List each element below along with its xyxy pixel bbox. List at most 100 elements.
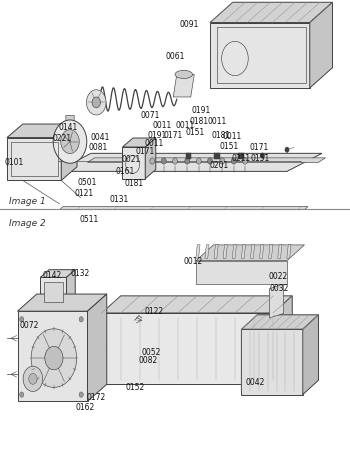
Text: 0011: 0011	[144, 139, 164, 148]
Text: 0021: 0021	[122, 155, 141, 164]
Text: 0022: 0022	[269, 272, 288, 281]
Polygon shape	[61, 124, 77, 180]
Polygon shape	[173, 74, 194, 97]
Polygon shape	[7, 124, 77, 138]
Polygon shape	[259, 245, 264, 258]
Text: 0082: 0082	[139, 356, 158, 365]
Polygon shape	[122, 138, 156, 147]
Polygon shape	[223, 245, 228, 258]
Polygon shape	[196, 245, 200, 258]
Circle shape	[23, 366, 43, 391]
Text: 0211: 0211	[231, 154, 250, 163]
Polygon shape	[145, 138, 156, 179]
Text: 0181: 0181	[124, 179, 143, 188]
Text: 0201: 0201	[210, 161, 229, 170]
Text: 0072: 0072	[19, 321, 38, 330]
Text: Image 2: Image 2	[9, 219, 46, 228]
Polygon shape	[102, 296, 292, 313]
Circle shape	[243, 158, 247, 164]
Text: 0221: 0221	[53, 133, 72, 143]
Text: 0081: 0081	[89, 143, 108, 152]
Polygon shape	[44, 282, 63, 302]
Polygon shape	[40, 270, 75, 277]
Text: 0171: 0171	[136, 147, 155, 156]
Text: 0121: 0121	[75, 189, 93, 198]
Circle shape	[79, 317, 83, 322]
Text: 0142: 0142	[42, 271, 62, 280]
Text: 0181: 0181	[212, 131, 231, 140]
Polygon shape	[270, 284, 284, 318]
Text: 0141: 0141	[59, 123, 78, 132]
Circle shape	[285, 147, 289, 152]
Polygon shape	[186, 153, 191, 159]
Text: 0151: 0151	[220, 142, 239, 151]
Circle shape	[161, 158, 166, 164]
Polygon shape	[214, 153, 220, 159]
Polygon shape	[273, 296, 292, 384]
Text: 0181: 0181	[189, 117, 208, 126]
Text: 0151: 0151	[250, 154, 270, 163]
Circle shape	[45, 346, 63, 370]
Polygon shape	[214, 245, 218, 258]
Polygon shape	[60, 207, 308, 210]
Text: 0011: 0011	[176, 121, 195, 130]
Text: 0511: 0511	[80, 215, 99, 224]
Text: 0011: 0011	[207, 117, 227, 126]
Text: 0041: 0041	[90, 133, 110, 142]
Text: 0042: 0042	[246, 378, 265, 387]
Polygon shape	[196, 261, 287, 284]
Circle shape	[20, 392, 24, 397]
Polygon shape	[303, 315, 318, 395]
Polygon shape	[287, 245, 291, 258]
Text: 0501: 0501	[77, 178, 97, 187]
Circle shape	[20, 317, 24, 322]
Text: 0152: 0152	[125, 383, 144, 392]
Text: 0122: 0122	[145, 307, 163, 316]
Polygon shape	[88, 158, 326, 162]
Text: 0191: 0191	[148, 131, 167, 140]
Text: Image 1: Image 1	[9, 197, 46, 206]
Circle shape	[173, 158, 177, 164]
Circle shape	[86, 90, 106, 115]
Text: 0091: 0091	[179, 20, 199, 29]
Polygon shape	[278, 245, 282, 258]
Polygon shape	[196, 245, 304, 261]
Circle shape	[150, 158, 155, 164]
Text: 0171: 0171	[249, 143, 269, 152]
Text: 0172: 0172	[87, 393, 106, 402]
Polygon shape	[241, 245, 246, 258]
Text: 0071: 0071	[141, 110, 160, 120]
Text: 0171: 0171	[164, 131, 183, 140]
Circle shape	[185, 158, 190, 164]
Text: 0161: 0161	[116, 167, 135, 176]
Text: 0011: 0011	[223, 132, 242, 141]
Polygon shape	[210, 23, 310, 88]
Polygon shape	[102, 313, 273, 384]
Polygon shape	[238, 153, 244, 159]
Text: 0191: 0191	[192, 106, 211, 115]
Circle shape	[79, 392, 83, 397]
Text: 0011: 0011	[153, 121, 172, 130]
Polygon shape	[66, 270, 75, 307]
Polygon shape	[269, 245, 273, 258]
Circle shape	[208, 158, 212, 164]
Circle shape	[53, 120, 87, 163]
Circle shape	[220, 158, 225, 164]
Polygon shape	[56, 153, 322, 171]
Text: 0032: 0032	[270, 284, 289, 293]
Polygon shape	[66, 115, 74, 168]
Polygon shape	[310, 2, 332, 88]
Circle shape	[231, 158, 236, 164]
Polygon shape	[210, 2, 332, 23]
Circle shape	[92, 97, 100, 108]
Circle shape	[260, 153, 265, 158]
Text: 0101: 0101	[4, 158, 24, 167]
Text: 0131: 0131	[110, 195, 129, 204]
Polygon shape	[205, 245, 209, 258]
Polygon shape	[232, 245, 237, 258]
Polygon shape	[40, 277, 66, 307]
Polygon shape	[18, 311, 88, 401]
Circle shape	[29, 373, 37, 384]
Polygon shape	[7, 138, 61, 180]
Polygon shape	[251, 245, 255, 258]
